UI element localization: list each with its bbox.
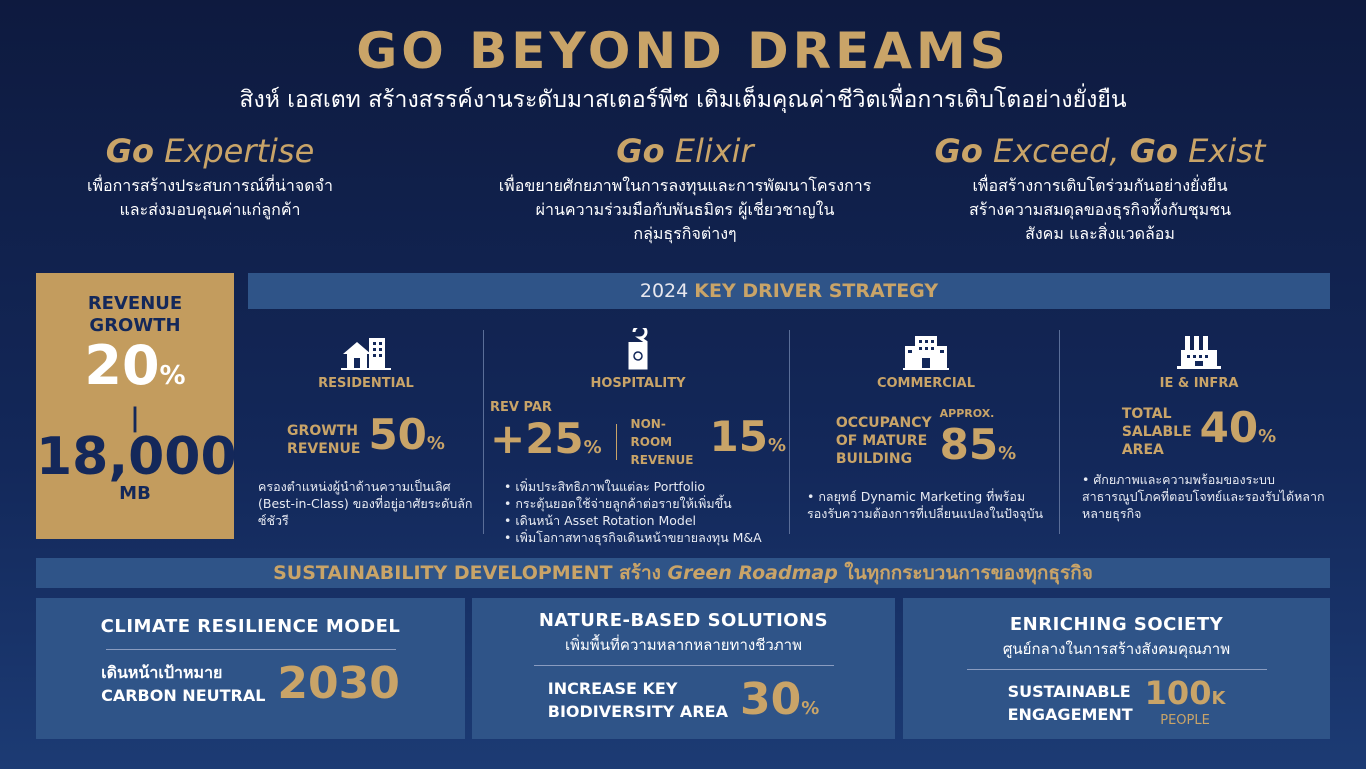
door-hanger-icon	[490, 328, 786, 370]
divider	[483, 330, 484, 534]
divider	[789, 330, 790, 534]
pillar-exceed-exist: Go Exceed, Go Exist เพื่อสร้างการเติบโตร…	[934, 132, 1266, 243]
divider	[1059, 330, 1060, 534]
subtitle: สิงห์ เอสเตท สร้างสรรค์งานระดับมาสเตอร์พ…	[239, 87, 1127, 113]
segment-residential: RESIDENTIAL GROWTH REVENUE 50% ครองตำแหน่ง…	[250, 330, 482, 534]
revenue-growth-panel: REVENUE GROWTH 20% | 18,000 MB	[36, 273, 237, 539]
office-building-icon	[795, 330, 1057, 370]
key-driver-header: 2024 KEY DRIVER STRATEGY	[248, 273, 1330, 309]
enriching-society-box: ENRICHING SOCIETY ศูนย์กลางในการสร้างสังค…	[903, 598, 1330, 739]
house-building-icon	[250, 330, 482, 370]
pillar-elixir: Go Elixir เพื่อขยายศักยภาพในการลงทุนและก…	[498, 132, 872, 243]
factory-icon	[1068, 330, 1330, 370]
climate-resilience-box: CLIMATE RESILIENCE MODEL เดินหน้าเป้าหมา…	[36, 598, 465, 739]
segment-commercial: COMMERCIAL OCCUPANCY OF MATURE BUILDING APP…	[795, 330, 1057, 534]
segment-hospitality: HOSPITALITY REV PAR +25% NON-ROOM REVENUE …	[490, 328, 786, 545]
pillar-expertise: Go Expertise เพื่อการสร้างประสบการณ์ที่น…	[86, 132, 333, 219]
sustainability-header: SUSTAINABILITY DEVELOPMENT สร้าง Green R…	[36, 558, 1330, 588]
main-title: GO BEYOND DREAMS	[356, 22, 1010, 80]
nature-based-solutions-box: NATURE-BASED SOLUTIONS เพิ่มพื้นที่ความหล…	[472, 598, 895, 739]
